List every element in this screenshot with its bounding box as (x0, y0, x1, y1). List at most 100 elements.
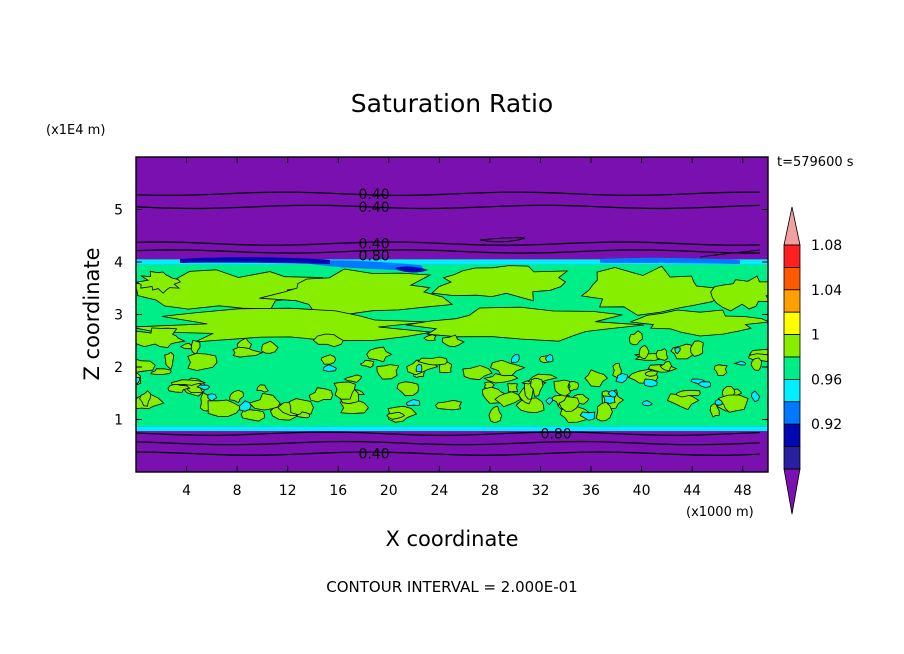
colorbar (783, 206, 801, 515)
turbulent-lime-patch (750, 357, 762, 371)
turbulent-lime-patch (296, 411, 311, 419)
dark-blue-strip (180, 257, 330, 264)
turbulent-lime-patch (638, 344, 650, 360)
blue-patch (300, 260, 423, 272)
chart-title: Saturation Ratio (351, 89, 553, 118)
colorbar-swatch (783, 289, 801, 313)
turbulent-lime-patch (506, 383, 519, 393)
contour-line (136, 440, 761, 446)
turbulent-cyan-patch (545, 397, 554, 406)
turbulent-lime-patch (659, 361, 673, 371)
x-tick-label: 44 (683, 483, 701, 499)
turbulent-cyan-patch (207, 393, 218, 402)
lower-cyan-band (136, 426, 768, 432)
contour-label: 0.40 (358, 447, 389, 463)
turbulent-cyan-patch (544, 353, 554, 363)
contour-label: 0.40 (358, 237, 389, 253)
contour-line (136, 204, 761, 210)
upper-lime-patch (259, 268, 454, 316)
turbulent-cyan-patch (511, 354, 520, 363)
colorbar-swatch (783, 423, 801, 448)
turbulent-lime-patch (320, 354, 336, 365)
turbulent-cyan-patch (405, 399, 421, 407)
turbulent-lime-patch (308, 387, 333, 403)
turbulent-lime-patch (187, 352, 218, 371)
turbulent-lime-patch (333, 381, 356, 400)
x-axis-label: X coordinate (385, 527, 518, 551)
turbulent-lime-patch (139, 390, 152, 407)
time-label: t=579600 s (777, 155, 854, 170)
turbulent-lime-patch (240, 409, 265, 422)
x-tick-label: 28 (481, 483, 499, 499)
turbulent-lime-patch (359, 359, 375, 368)
colorbar-level-label: 0.96 (811, 372, 842, 388)
y-tick-label: 5 (114, 203, 123, 219)
turbulent-lime-patch (150, 368, 172, 375)
turbulent-lime-patch (366, 346, 393, 363)
contour-line (136, 431, 761, 436)
turbulent-lime-patch (483, 373, 519, 384)
turbulent-cyan-patch (136, 376, 140, 386)
x-tick-label: 16 (329, 483, 347, 499)
x-tick-label: 36 (582, 483, 600, 499)
contour-labels: 0.400.400.400.800.800.40 (358, 187, 571, 463)
turbulent-lime-patch (644, 370, 659, 377)
contour-line (136, 241, 761, 246)
colorbar-swatch (783, 356, 801, 380)
turbulent-lime-patch (417, 356, 448, 366)
y-unit-label: (x1E4 m) (46, 123, 105, 138)
turbulent-lime-patch (261, 340, 279, 354)
dark-blue-patch (395, 266, 428, 273)
turbulent-lime-patch (423, 334, 437, 342)
turbulent-cyan-patch (615, 373, 628, 384)
turbulent-lime-patch (483, 381, 495, 389)
colorbar-level-label: 1.04 (811, 283, 842, 299)
turbulent-lime-patch (179, 342, 193, 350)
turbulent-lime-patch (690, 340, 704, 357)
turbulent-cyan-patch (196, 384, 211, 391)
turbulent-cyan-patch (643, 378, 658, 388)
contour-label: 0.40 (358, 187, 389, 203)
turbulent-lime-patch (553, 379, 572, 397)
colorbar-level-label: 1 (811, 328, 820, 344)
upper-lime-patch (136, 270, 181, 294)
x-tick-label: 8 (233, 483, 242, 499)
contour-interval-note: CONTOUR INTERVAL = 2.000E-01 (326, 578, 577, 596)
turbulent-lime-patch (190, 339, 201, 355)
upper-lime-patch (710, 275, 768, 312)
turbulent-lime-patch (655, 348, 669, 361)
mid-lime-patch (406, 306, 645, 342)
x-tick-label: 12 (279, 483, 297, 499)
turbulent-lime-patch (530, 377, 544, 397)
turbulent-lime-patch (396, 381, 420, 397)
turbulent-cyan-patch (322, 364, 337, 372)
turbulent-lime-patch (312, 333, 344, 348)
turbulent-lime-patch (676, 389, 701, 398)
turbulent-lime-patch (232, 346, 264, 358)
turbulent-lime-patch (515, 397, 545, 414)
turbulent-cyan-patch (674, 347, 681, 355)
colorbar-labels: 0.92 0.96 1 1.04 1.08 (811, 238, 842, 433)
turbulent-lime-patch (567, 381, 580, 392)
colorbar-swatch (783, 446, 801, 470)
contour-label: 0.40 (358, 200, 389, 216)
y-axis-ticks: 1 2 3 4 5 (114, 203, 768, 429)
contour-label: 0.80 (358, 249, 389, 265)
contour-line (479, 237, 526, 243)
turbulent-lime-patch (488, 405, 503, 423)
x-tick-label: 40 (633, 483, 651, 499)
contour-line (136, 249, 761, 254)
y-tick-label: 3 (114, 308, 123, 324)
contour-line (699, 249, 761, 258)
turbulent-lime-patch (167, 383, 191, 393)
turbulent-lime-patch (494, 391, 522, 408)
colorbar-top-arrow (783, 206, 801, 246)
turbulent-lime-patch (229, 389, 244, 404)
turbulent-cyan-patch (733, 360, 747, 366)
colorbar-swatch (783, 311, 801, 336)
x-tick-label: 24 (430, 483, 448, 499)
turbulent-cyan-patch (697, 381, 712, 389)
turbulent-lime-patch (628, 330, 643, 346)
colorbar-swatch (783, 334, 801, 358)
